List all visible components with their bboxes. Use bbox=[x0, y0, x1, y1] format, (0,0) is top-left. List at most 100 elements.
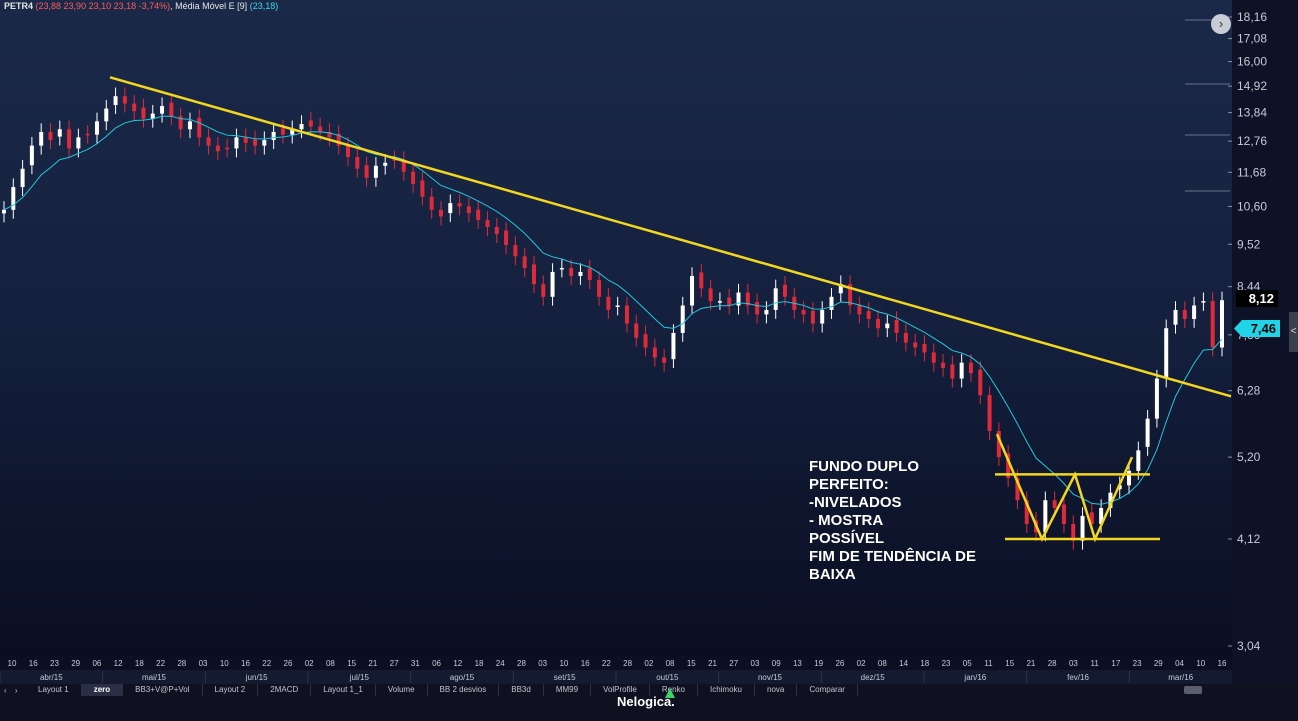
candle-body bbox=[225, 147, 230, 150]
x-day-tick: 16 bbox=[581, 659, 590, 668]
candle-body bbox=[1006, 453, 1011, 479]
double-bottom-annotation: FUNDO DUPLO PERFEITO: -NIVELADOS - MOSTR… bbox=[809, 458, 1009, 584]
y-tick-label: 12,76 bbox=[1237, 134, 1267, 148]
nelogica-logo-icon bbox=[665, 688, 675, 698]
candle-body bbox=[1089, 512, 1094, 524]
x-day-tick: 23 bbox=[1133, 659, 1142, 668]
candle-body bbox=[829, 296, 834, 310]
layout-tab-bar: ‹ › Layout 1 zero BB3+V@P+Vol Layout 2 2MACD… bbox=[0, 684, 1298, 721]
candle-body bbox=[290, 129, 295, 135]
tab-bb-2-desvios[interactable]: BB 2 desvios bbox=[428, 684, 500, 696]
horizontal-scrollbar[interactable] bbox=[1184, 686, 1202, 694]
tab-zero[interactable]: zero bbox=[81, 684, 124, 696]
candle-body bbox=[550, 271, 555, 297]
x-day-tick: 11 bbox=[984, 659, 993, 668]
y-tick-label: 11,68 bbox=[1237, 165, 1266, 179]
candle-body bbox=[690, 275, 695, 306]
x-day-tick: 10 bbox=[1196, 659, 1205, 668]
candle-body bbox=[448, 203, 453, 214]
candle-body bbox=[1164, 328, 1169, 379]
candle-body bbox=[141, 107, 146, 119]
candle-body bbox=[438, 209, 443, 217]
x-month-tick: set/15 bbox=[554, 673, 576, 682]
ma-value-label: (23,18) bbox=[249, 1, 279, 11]
candle-body bbox=[457, 203, 462, 207]
candle-body bbox=[355, 156, 360, 169]
candle-body bbox=[197, 117, 202, 138]
panel-collapse-icon[interactable]: < bbox=[1289, 312, 1298, 352]
x-day-tick: 28 bbox=[623, 659, 632, 668]
candle-body bbox=[420, 180, 425, 197]
candle-body bbox=[717, 301, 722, 303]
x-day-tick: 15 bbox=[1005, 659, 1014, 668]
y-tick-label: 17,08 bbox=[1237, 32, 1267, 46]
scroll-right-icon[interactable]: › bbox=[1211, 14, 1231, 34]
candle-body bbox=[67, 129, 72, 149]
candle-body bbox=[848, 284, 853, 306]
candle-body bbox=[522, 256, 527, 268]
candle-body bbox=[206, 137, 211, 146]
candle-body bbox=[466, 206, 471, 214]
x-day-tick: 21 bbox=[368, 659, 377, 668]
ma-value-badge: 7,46 bbox=[1234, 320, 1280, 337]
candle-body bbox=[615, 305, 620, 307]
candle-body bbox=[2, 209, 6, 214]
candle-body bbox=[606, 296, 611, 310]
candle-body bbox=[253, 139, 258, 146]
price-chart[interactable]: 18,16 17,08 16,00 14,92 13,84 12,76 11,68 10,60… bbox=[0, 0, 1298, 684]
candle-body bbox=[401, 159, 406, 172]
x-day-tick: 26 bbox=[835, 659, 844, 668]
candle-body bbox=[875, 318, 880, 329]
x-day-tick: 10 bbox=[8, 659, 17, 668]
x-month-tick: fev/16 bbox=[1067, 673, 1089, 682]
tab-nav-arrows-icon[interactable]: ‹ › bbox=[4, 685, 21, 695]
trend-line bbox=[109, 76, 1232, 398]
candle-body bbox=[187, 121, 192, 130]
tab-bb3d[interactable]: BB3d bbox=[499, 684, 544, 696]
candle-body bbox=[429, 196, 434, 210]
tab-comparar[interactable]: Comparar bbox=[797, 684, 858, 696]
tab-nova[interactable]: nova bbox=[755, 684, 798, 696]
x-day-tick: 02 bbox=[644, 659, 653, 668]
x-month-tick: nov/15 bbox=[758, 673, 783, 682]
x-day-tick: 24 bbox=[496, 659, 505, 668]
candle-body bbox=[652, 347, 657, 358]
x-day-tick: 18 bbox=[475, 659, 484, 668]
x-day-tick: 03 bbox=[1069, 659, 1078, 668]
candle-body bbox=[1192, 305, 1197, 319]
candle-body bbox=[643, 334, 648, 348]
x-day-tick: 14 bbox=[899, 659, 908, 668]
tab-mm99[interactable]: MM99 bbox=[544, 684, 592, 696]
tab-bb3-v-p-vol[interactable]: BB3+V@P+Vol bbox=[123, 684, 203, 696]
annotation-line: FIM DE TENDÊNCIA DE bbox=[809, 548, 976, 565]
x-day-tick: 18 bbox=[135, 659, 144, 668]
candle-body bbox=[708, 288, 713, 302]
tab-layout-1-1[interactable]: Layout 1_1 bbox=[311, 684, 376, 696]
tab-ichimoku[interactable]: Ichimoku bbox=[698, 684, 755, 696]
candle-body bbox=[113, 96, 118, 106]
candle-body bbox=[29, 145, 34, 166]
candle-body bbox=[894, 320, 899, 333]
tab-volume[interactable]: Volume bbox=[376, 684, 428, 696]
x-day-tick: 12 bbox=[114, 659, 123, 668]
x-day-tick: 04 bbox=[1175, 659, 1184, 668]
tab-layout-2[interactable]: Layout 2 bbox=[203, 684, 259, 696]
candle-body bbox=[587, 268, 592, 281]
candle-body bbox=[1108, 492, 1113, 508]
x-day-tick: 15 bbox=[347, 659, 356, 668]
candle-body bbox=[736, 292, 741, 306]
x-axis-days bbox=[0, 656, 1232, 670]
y-tick-label: 4,12 bbox=[1237, 532, 1261, 546]
y-tick-label: 13,84 bbox=[1237, 106, 1267, 120]
x-month-tick: mai/15 bbox=[142, 673, 167, 682]
candle-body bbox=[941, 362, 946, 368]
x-day-tick: 09 bbox=[772, 659, 781, 668]
tab-layout-1[interactable]: Layout 1 bbox=[26, 684, 82, 696]
x-day-tick: 18 bbox=[920, 659, 929, 668]
x-day-tick: 22 bbox=[262, 659, 271, 668]
tab-volprofile[interactable]: VolProfile bbox=[591, 684, 650, 696]
candle-body bbox=[745, 292, 750, 306]
candle-body bbox=[280, 128, 285, 135]
tab-2macd[interactable]: 2MACD bbox=[258, 684, 312, 696]
